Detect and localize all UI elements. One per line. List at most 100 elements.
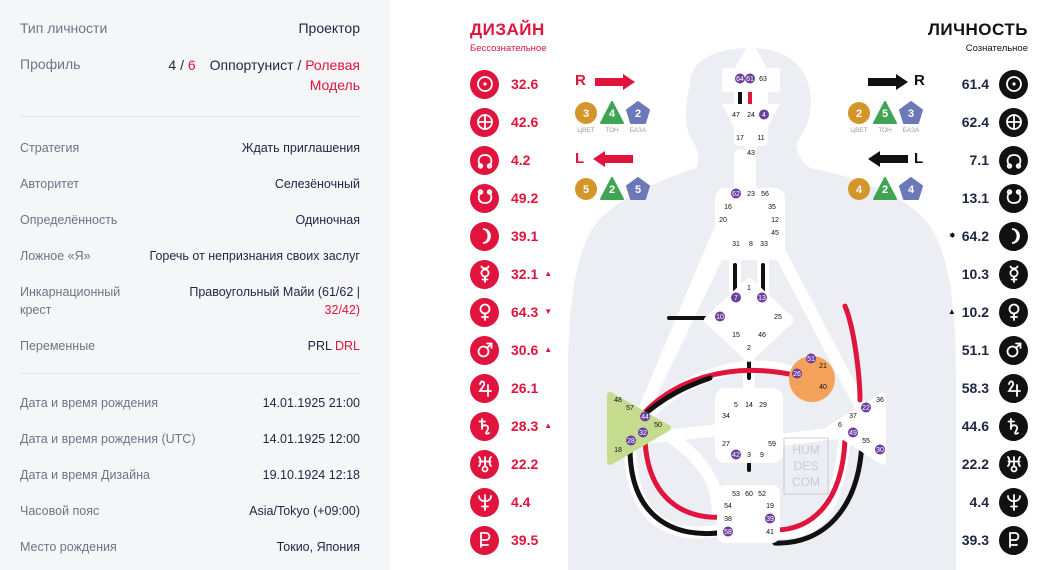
base-chip: 3: [899, 101, 923, 124]
design-planet-row: 64.3 ▼: [470, 297, 552, 327]
color-chip: 5: [575, 178, 597, 200]
design-planet-value: 30.6: [511, 342, 539, 358]
divider: [20, 116, 360, 117]
gate-label: 38: [724, 516, 732, 523]
saturn-icon: [999, 411, 1028, 441]
design-planet-row: 4.4: [470, 487, 536, 517]
gate-label: 6: [838, 422, 842, 429]
chart-panel: HUM DES COM 64 61 63 47 24 4 17 11 43 62 23 56 16 35 2…: [390, 0, 1064, 570]
personality-planet-row: 62.4: [956, 107, 1028, 137]
gate-label: 56: [761, 191, 769, 198]
profile-row: Профиль 4 / 6 Оппортунист / Ролевая Модель: [20, 55, 360, 95]
gate-label: 32: [639, 430, 647, 437]
base-chip: 5: [626, 177, 650, 200]
gate-label: 11: [757, 135, 764, 142]
neptune-icon: [999, 487, 1028, 517]
personality-planet-row: 58.3: [956, 373, 1028, 403]
design-date-value: 19.10.1924 12:18: [262, 468, 360, 482]
gate-label: 43: [747, 150, 755, 157]
gate-activation-dot: [731, 188, 741, 199]
venus-icon: [470, 297, 499, 327]
profile-name1: Оппортунист: [209, 57, 294, 73]
type-row: Тип личности Проектор: [20, 19, 360, 39]
gate-activation-dot: [848, 427, 858, 438]
gate-label: 16: [724, 204, 732, 211]
color-chip: 4: [848, 178, 870, 200]
design-planet-row: 26.1: [470, 373, 544, 403]
gate-label: 64: [736, 76, 744, 83]
birth-utc-label: Дата и время рождения (UTC): [20, 432, 196, 446]
gate-label: 53: [732, 491, 740, 498]
gate-label: 50: [654, 422, 662, 429]
notself-label: Ложное «Я»: [20, 249, 91, 263]
gate-label: 9: [760, 452, 764, 459]
svg-text:2: 2: [856, 108, 862, 120]
design-planet-mark: ▲: [544, 269, 553, 278]
design-planet-value: 22.2: [511, 456, 539, 472]
base-chip: 4: [899, 177, 923, 200]
gate-activation-dot: [735, 73, 745, 84]
gate-activation-dot: [792, 368, 802, 379]
gate-label: 23: [747, 191, 755, 198]
cross-value: Правоугольный Майи (61/62 | 32/42): [189, 283, 360, 319]
gate-label: 36: [876, 397, 884, 404]
svg-text:2: 2: [882, 184, 888, 196]
place-value: Токио, Япония: [276, 540, 360, 554]
mars-icon: [999, 335, 1028, 365]
uranus-icon: [470, 449, 499, 479]
ego-center: [789, 356, 835, 402]
gate-label: 58: [724, 529, 732, 536]
gate-label: 3: [747, 452, 751, 459]
personality-planet-mark: ✸: [949, 231, 956, 240]
gate-label: 51: [807, 356, 815, 363]
solar-center: [827, 392, 886, 465]
gate-label: 18: [614, 447, 622, 454]
authority-value: Селезёночный: [274, 177, 360, 191]
root-center: [717, 485, 780, 543]
personality-arrow-right-icon: [868, 74, 908, 90]
personality-planet-value: 51.1: [961, 342, 989, 358]
gate-activation-dot: [757, 292, 767, 303]
gate-label: 8: [749, 241, 753, 248]
design-arrow-right-icon: [595, 74, 635, 90]
birth-utc-value: 14.01.1925 12:00: [262, 432, 360, 446]
gate-label: 17: [736, 135, 744, 142]
cross-label-line2: крест: [20, 303, 52, 317]
gate-label: 40: [819, 384, 827, 391]
personality-planet-value: 44.6: [961, 418, 989, 434]
gate-label: 47: [732, 112, 740, 119]
moon-icon: [999, 221, 1028, 251]
gate-activation-dot: [731, 449, 741, 460]
gate-label: 20: [719, 217, 727, 224]
gate-label: 44: [641, 414, 649, 421]
svg-text:5: 5: [635, 184, 641, 196]
type-value: Проектор: [298, 20, 360, 36]
gate-label: 30: [876, 447, 884, 454]
gate-activation-dot: [765, 513, 775, 524]
personality-planet-value: 62.4: [961, 114, 989, 130]
personality-planet-row: ✸ 64.2: [949, 221, 1028, 251]
design-planet-value: 4.2: [511, 152, 531, 168]
profile-line1: 4: [168, 57, 177, 73]
personality-planet-value: 39.3: [961, 532, 989, 548]
svg-text:4: 4: [856, 184, 863, 196]
gate-activation-dot: [715, 311, 725, 322]
personality-subtitle: Сознательное: [965, 43, 1028, 54]
design-arrow-top-label: R: [575, 72, 586, 89]
personality-planet-value: 7.1: [969, 152, 989, 168]
watermark-text: HUM DES COM: [792, 443, 820, 489]
personality-planet-row: 51.1: [956, 335, 1028, 365]
gate-label: 61: [746, 76, 754, 83]
gate-label: 14: [745, 402, 753, 409]
mars-icon: [470, 335, 499, 365]
design-planet-row: 39.1: [470, 221, 544, 251]
profile-name3: Модель: [309, 77, 360, 93]
personality-planet-row: 4.4: [964, 487, 1028, 517]
cross-row: Инкарнационный крест Правоугольный Майи (…: [20, 283, 360, 319]
svg-text:2: 2: [609, 184, 615, 196]
design-planet-row: 49.2: [470, 183, 544, 213]
pluto-icon: [999, 525, 1028, 555]
design-arrow-left-icon: [593, 151, 633, 167]
gate-label: 60: [745, 491, 753, 498]
